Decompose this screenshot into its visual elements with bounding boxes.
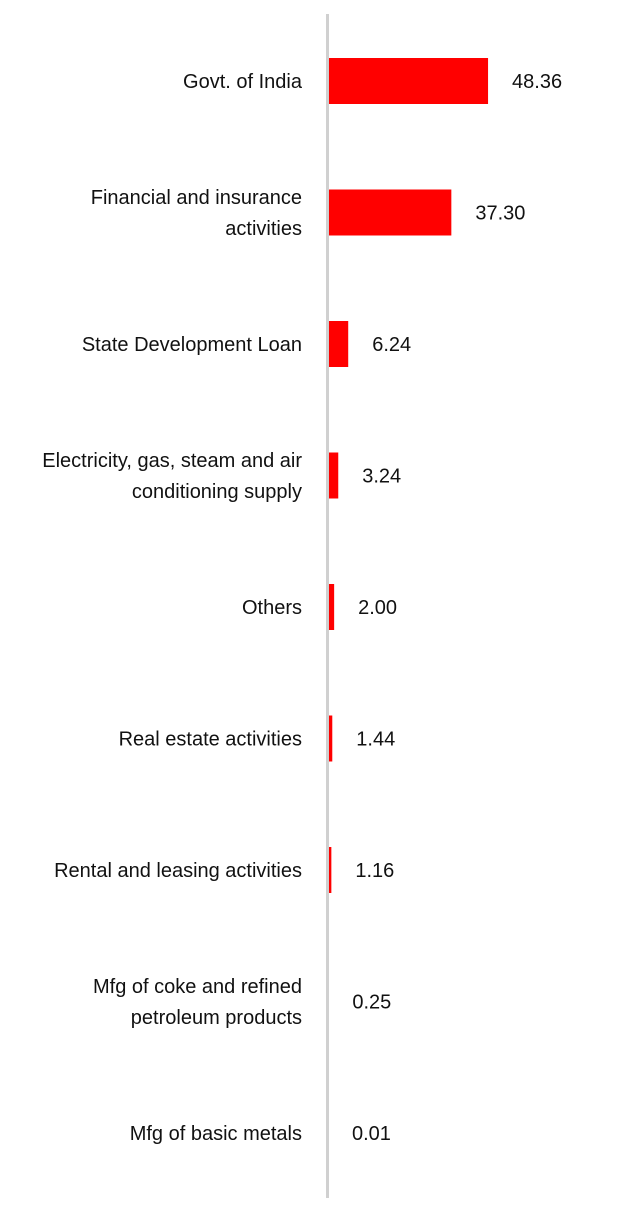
- category-label-line: State Development Loan: [82, 334, 302, 356]
- category-label: State Development Loan: [82, 334, 302, 356]
- category-label-line: Real estate activities: [119, 729, 302, 751]
- category-label: Mfg of basic metals: [130, 1123, 302, 1145]
- data-label: 48.36: [512, 71, 562, 93]
- category-label-line: Electricity, gas, steam and air: [42, 450, 302, 472]
- data-label: 6.24: [372, 334, 411, 356]
- bar: [327, 452, 339, 499]
- category-label: Financial and insurance activities: [91, 187, 302, 240]
- bar: [327, 189, 452, 236]
- bar: [327, 847, 332, 893]
- data-label: 0.01: [352, 1123, 391, 1145]
- category-label-line: Mfg of coke and refined: [93, 976, 302, 998]
- bars: [327, 58, 489, 1156]
- category-label-line: activities: [225, 218, 302, 240]
- bar: [327, 321, 349, 367]
- category-label-line: Govt. of India: [183, 71, 303, 93]
- data-label: 1.44: [356, 729, 395, 751]
- data-label: 2.00: [358, 597, 397, 619]
- data-label: 37.30: [475, 203, 525, 225]
- bar: [327, 715, 333, 762]
- category-label-line: petroleum products: [131, 1007, 302, 1029]
- bar: [327, 584, 335, 630]
- category-label-line: Others: [242, 597, 302, 619]
- data-label: 1.16: [355, 860, 394, 882]
- category-label: Others: [242, 597, 302, 619]
- category-labels: Govt. of India Financial and insurance act…: [42, 71, 303, 1145]
- category-label: Electricity, gas, steam and air condition…: [42, 450, 302, 503]
- category-label-line: Financial and insurance: [91, 187, 302, 209]
- category-label-line: Mfg of basic metals: [130, 1123, 302, 1145]
- category-label-line: Rental and leasing activities: [54, 860, 302, 882]
- bar: [327, 58, 489, 104]
- category-label: Mfg of coke and refined petroleum product…: [93, 976, 302, 1029]
- category-label-line: conditioning supply: [132, 481, 302, 503]
- category-label: Govt. of India: [183, 71, 303, 93]
- value-labels: 48.36 37.30 6.24 3.24 2.00 1.44 1.16 0.25 0.01: [352, 71, 562, 1145]
- category-label: Real estate activities: [119, 729, 302, 751]
- category-label: Rental and leasing activities: [54, 860, 302, 882]
- data-label: 0.25: [352, 992, 391, 1014]
- data-label: 3.24: [362, 466, 401, 488]
